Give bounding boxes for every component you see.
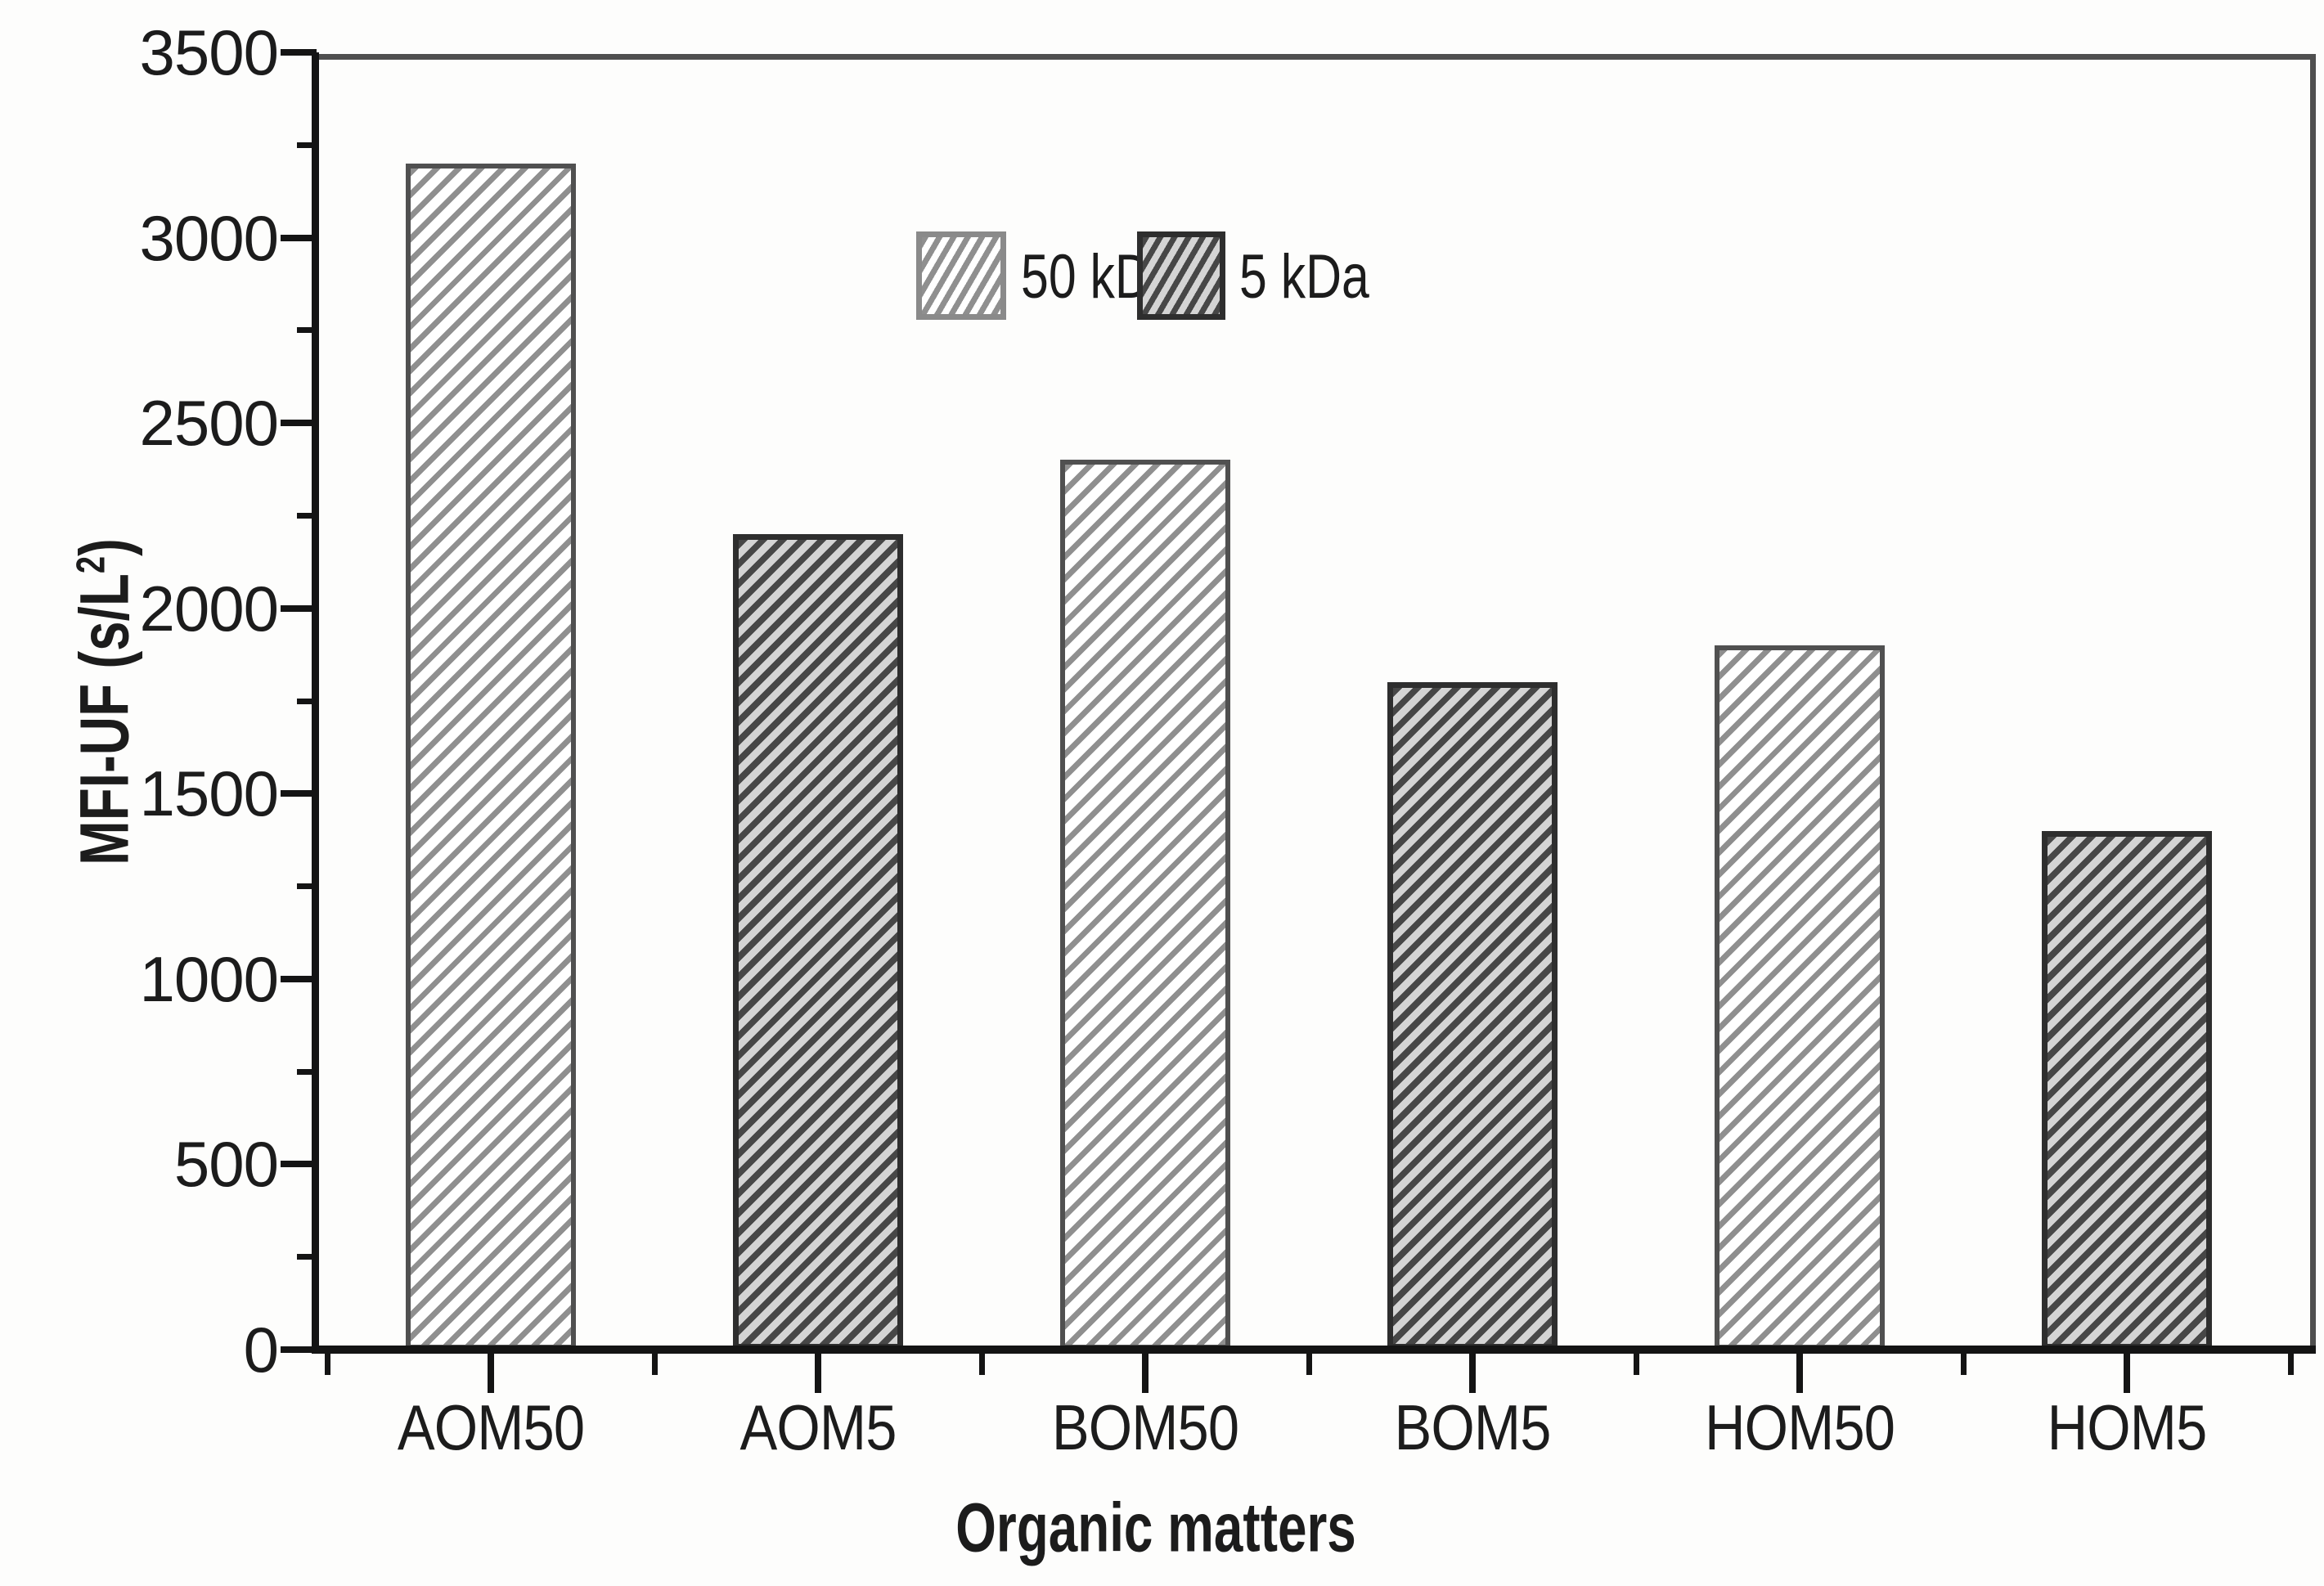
x-axis-title: Organic matters: [955, 1489, 1356, 1566]
y-axis-tick-label: 3000: [139, 201, 279, 274]
legend-swatch-5kda: [1137, 231, 1225, 320]
y-axis-title-superscript: 2: [69, 556, 114, 574]
bar-bom50: [1060, 460, 1230, 1350]
y-axis-minor-tick: [297, 883, 317, 890]
y-axis-minor-tick: [297, 698, 317, 704]
x-axis-minor-tick: [651, 1354, 658, 1375]
x-axis-minor-tick: [1306, 1354, 1312, 1375]
y-axis-tick-label: 0: [243, 1314, 279, 1386]
legend-label-5kda: 5 kDa: [1239, 242, 1369, 312]
y-axis-minor-tick: [297, 1068, 317, 1075]
y-axis-tick-label: 3500: [139, 16, 279, 88]
legend-swatch-50kda: [916, 231, 1006, 320]
y-axis-major-tick: [281, 975, 317, 982]
x-axis-minor-tick: [978, 1354, 985, 1375]
y-axis-major-tick: [281, 1346, 317, 1353]
plot-frame-right: [2310, 54, 2316, 1354]
y-axis-major-tick: [281, 49, 317, 56]
x-axis-category-label-bom50: BOM50: [1051, 1391, 1239, 1463]
y-axis-major-tick: [281, 790, 317, 797]
x-axis-major-tick: [1796, 1354, 1803, 1393]
x-axis-minor-tick: [1633, 1354, 1639, 1375]
y-axis-tick-label: 2000: [139, 572, 279, 645]
x-axis-major-tick: [1469, 1354, 1476, 1393]
bar-hom5: [2042, 830, 2212, 1350]
y-axis-tick-label: 1000: [139, 942, 279, 1015]
y-axis-tick-label: 500: [173, 1128, 279, 1201]
x-axis-minor-tick: [2287, 1354, 2294, 1375]
y-axis-tick-label: 1500: [139, 757, 279, 830]
bar-aom5: [733, 534, 903, 1350]
y-axis-major-tick: [281, 420, 317, 427]
y-axis-minor-tick: [297, 327, 317, 334]
x-axis-major-tick: [1142, 1354, 1149, 1393]
y-axis-major-tick: [281, 234, 317, 241]
x-axis-category-label-aom50: AOM50: [397, 1391, 585, 1463]
x-axis-category-label-hom50: HOM50: [1704, 1391, 1895, 1463]
bar-bom5: [1387, 682, 1558, 1350]
x-axis-category-label-hom5: HOM5: [2047, 1391, 2208, 1463]
x-axis-major-tick: [815, 1354, 821, 1393]
x-axis-major-tick: [488, 1354, 494, 1393]
y-axis-minor-tick: [297, 1254, 317, 1260]
plot-frame-top: [312, 54, 2316, 60]
x-axis-category-label-bom5: BOM5: [1394, 1391, 1551, 1463]
bar-aom50: [406, 163, 576, 1350]
y-axis-tick-label: 2500: [139, 387, 279, 460]
bar-hom50: [1715, 645, 1885, 1350]
x-axis-category-label-aom5: AOM5: [739, 1391, 897, 1463]
x-axis-minor-tick: [1960, 1354, 1967, 1375]
y-axis-major-tick: [281, 1161, 317, 1168]
y-axis-minor-tick: [297, 512, 317, 519]
x-axis-major-tick: [2124, 1354, 2130, 1393]
y-axis-major-tick: [281, 604, 317, 612]
x-axis-line: [312, 1346, 2316, 1354]
y-axis-minor-tick: [297, 142, 317, 148]
x-axis-minor-tick: [324, 1354, 330, 1375]
